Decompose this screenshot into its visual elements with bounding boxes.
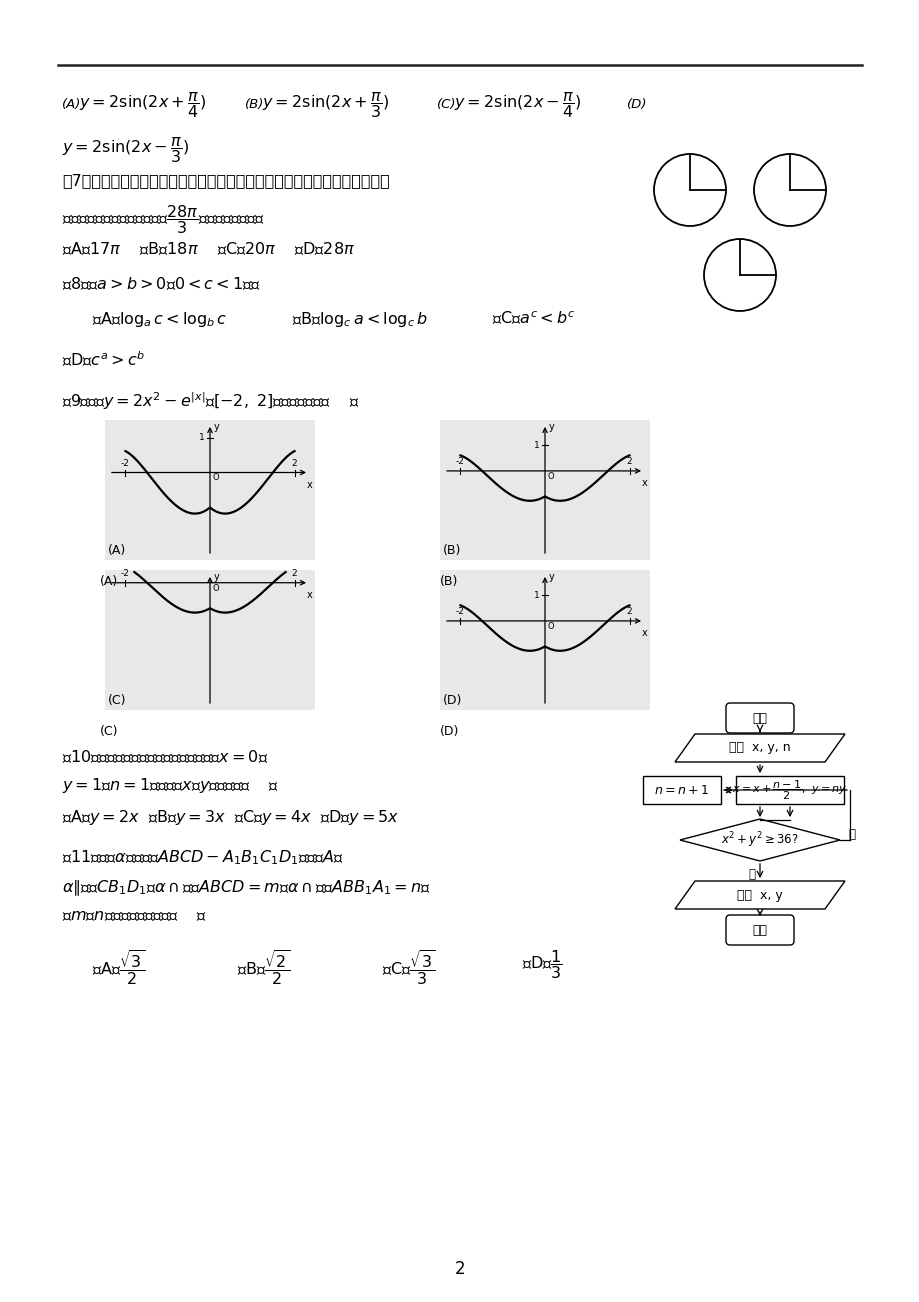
- Bar: [642, 776, 720, 805]
- Text: (B): (B): [439, 575, 458, 589]
- Text: x: x: [641, 628, 647, 638]
- Text: $n=n+1$: $n=n+1$: [653, 784, 709, 797]
- Bar: [735, 776, 843, 805]
- Text: O: O: [548, 471, 554, 480]
- Text: (D): (D): [439, 725, 459, 738]
- Text: (C): (C): [108, 694, 127, 707]
- Text: 是: 是: [847, 828, 854, 841]
- Text: y: y: [549, 422, 554, 432]
- Text: $y=2\sin(2x+\dfrac{\pi}{3})$: $y=2\sin(2x+\dfrac{\pi}{3})$: [262, 90, 389, 120]
- Text: (C): (C): [100, 725, 119, 738]
- Text: (D): (D): [443, 694, 462, 707]
- Text: $y=2\sin(2x+\dfrac{\pi}{4})$: $y=2\sin(2x+\dfrac{\pi}{4})$: [79, 90, 206, 120]
- Text: $y=2\sin(2x-\dfrac{\pi}{4})$: $y=2\sin(2x-\dfrac{\pi}{4})$: [453, 90, 581, 120]
- Text: （B）$\log_c a<\log_c b$: （B）$\log_c a<\log_c b$: [291, 310, 427, 329]
- Text: （A）$y=2x$  （B）$y=3x$  （C）$y=4x$  （D）$y=5x$: （A）$y=2x$ （B）$y=3x$ （C）$y=4x$ （D）$y=5x$: [62, 809, 399, 827]
- Text: (B): (B): [443, 544, 460, 557]
- Text: （D）$c^a>c^b$: （D）$c^a>c^b$: [62, 350, 145, 370]
- Polygon shape: [675, 734, 844, 762]
- Text: 2: 2: [454, 1260, 465, 1279]
- Text: 输出  x, y: 输出 x, y: [736, 888, 782, 901]
- Text: 否: 否: [748, 868, 754, 881]
- Text: （8）若$a>b>0$，$0<c<1$，则: （8）若$a>b>0$，$0<c<1$，则: [62, 275, 260, 292]
- Text: y: y: [214, 572, 220, 582]
- Text: （11）平面$\alpha$过正方体$ABCD-A_1B_1C_1D_1$的顶点$A$，: （11）平面$\alpha$过正方体$ABCD-A_1B_1C_1D_1$的顶点…: [62, 848, 343, 867]
- Text: 1: 1: [199, 434, 205, 441]
- Text: (B): (B): [244, 98, 264, 111]
- Text: x: x: [307, 479, 312, 490]
- Text: （10）执行右面的程序框图，如果输入的$x=0$，: （10）执行右面的程序框图，如果输入的$x=0$，: [62, 749, 268, 764]
- Text: （B）$\dfrac{\sqrt{2}}{2}$: （B）$\dfrac{\sqrt{2}}{2}$: [237, 948, 289, 987]
- Text: -2: -2: [456, 457, 464, 466]
- Text: 1: 1: [534, 441, 539, 450]
- Bar: [105, 570, 314, 710]
- Text: （A）$17\pi$    （B）$18\pi$    （C）$20\pi$    （D）$28\pi$: （A）$17\pi$ （B）$18\pi$ （C）$20\pi$ （D）$28\…: [62, 240, 355, 256]
- Text: （A）$\dfrac{\sqrt{3}}{2}$: （A）$\dfrac{\sqrt{3}}{2}$: [92, 948, 145, 987]
- FancyBboxPatch shape: [725, 703, 793, 733]
- Text: (A): (A): [62, 98, 81, 111]
- Text: 2: 2: [626, 457, 631, 466]
- Text: x: x: [641, 478, 647, 488]
- Text: (A): (A): [108, 544, 126, 557]
- Text: 1: 1: [534, 591, 539, 600]
- Text: (C): (C): [437, 98, 456, 111]
- Text: x: x: [307, 590, 312, 600]
- Text: 的半径．若该几何体的体积是$\dfrac{28\pi}{3}$，则它的表面积是: 的半径．若该几何体的体积是$\dfrac{28\pi}{3}$，则它的表面积是: [62, 203, 265, 236]
- Text: O: O: [548, 622, 554, 631]
- Text: 输入  x, y, n: 输入 x, y, n: [729, 742, 790, 754]
- Text: -2: -2: [456, 607, 464, 616]
- Text: y: y: [214, 422, 220, 432]
- Bar: [439, 421, 650, 560]
- Text: -2: -2: [121, 458, 130, 467]
- Text: 开始: 开始: [752, 711, 766, 724]
- Polygon shape: [675, 881, 844, 909]
- Text: （C）$\dfrac{\sqrt{3}}{3}$: （C）$\dfrac{\sqrt{3}}{3}$: [381, 948, 435, 987]
- Text: $y=1$，$n=1$，则输出$x$，$y$的值满足（    ）: $y=1$，$n=1$，则输出$x$，$y$的值满足（ ）: [62, 776, 278, 796]
- Text: $y=2\sin(2x-\dfrac{\pi}{3})$: $y=2\sin(2x-\dfrac{\pi}{3})$: [62, 135, 189, 165]
- Bar: [105, 421, 314, 560]
- FancyBboxPatch shape: [725, 915, 793, 945]
- Text: 结束: 结束: [752, 923, 766, 936]
- Text: （9）函数$y=2x^2-e^{|x|}$在$[-2,\ 2]$的图像大致为（    ）: （9）函数$y=2x^2-e^{|x|}$在$[-2,\ 2]$的图像大致为（ …: [62, 391, 359, 411]
- Text: (D): (D): [627, 98, 647, 111]
- Text: （7）如图，某几何体的三视图是三个半径相等的圆及每个圆中两条相互垂直: （7）如图，某几何体的三视图是三个半径相等的圆及每个圆中两条相互垂直: [62, 173, 390, 187]
- Text: 则$m$，$n$所成角的正弦值为（    ）: 则$m$，$n$所成角的正弦值为（ ）: [62, 907, 207, 923]
- Text: -2: -2: [121, 569, 130, 578]
- Text: $x^2+y^2\geq 36$?: $x^2+y^2\geq 36$?: [720, 831, 798, 850]
- Text: （A）$\log_a c<\log_b c$: （A）$\log_a c<\log_b c$: [92, 310, 227, 329]
- Text: 2: 2: [291, 569, 297, 578]
- Text: $x=x+\dfrac{n-1}{2},\ y=ny$: $x=x+\dfrac{n-1}{2},\ y=ny$: [732, 779, 846, 802]
- Text: （D）$\dfrac{1}{3}$: （D）$\dfrac{1}{3}$: [521, 948, 562, 980]
- Bar: [439, 570, 650, 710]
- Text: 2: 2: [626, 607, 631, 616]
- Text: 2: 2: [291, 458, 297, 467]
- Polygon shape: [679, 819, 839, 861]
- Text: （C）$a^c<b^c$: （C）$a^c<b^c$: [492, 310, 575, 327]
- Text: O: O: [213, 583, 220, 592]
- Text: O: O: [213, 474, 220, 483]
- Text: (A): (A): [100, 575, 119, 589]
- Text: $\alpha$∥平面$CB_1D_1$，$\alpha\cap$平面$ABCD=m$，$\alpha\cap$平面$ABB_1A_1=n$，: $\alpha$∥平面$CB_1D_1$，$\alpha\cap$平面$ABCD…: [62, 878, 430, 897]
- Text: y: y: [549, 572, 554, 582]
